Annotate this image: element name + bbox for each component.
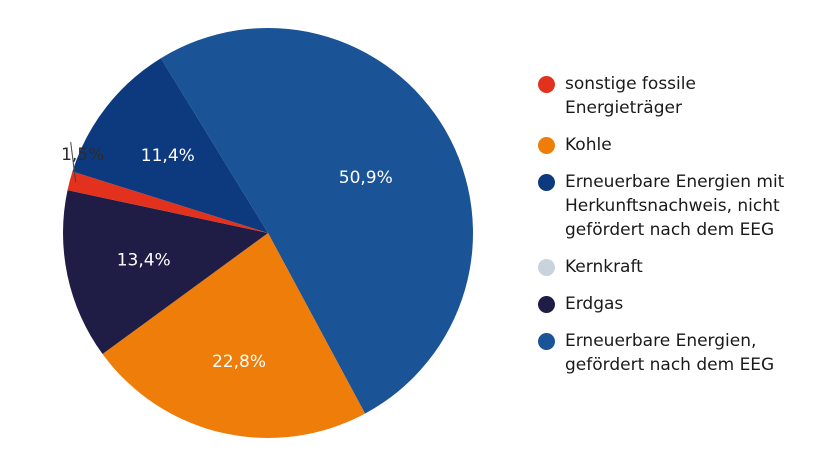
legend-label: sonstige fossile Energieträger bbox=[565, 74, 696, 118]
legend-label: Kernkraft bbox=[565, 257, 643, 277]
pie-slice-3 bbox=[67, 171, 269, 233]
legend-item-kernkraft: Kernkraft bbox=[538, 255, 828, 279]
data-label-3: 1,5% bbox=[61, 145, 104, 165]
legend-item-sonstige-fossile: sonstige fossile Energieträger bbox=[538, 72, 828, 120]
pie-slices bbox=[62, 28, 473, 439]
legend-item-erneuerbare-eeg: Erneuerbare Energien, gefördert nach dem… bbox=[538, 329, 828, 377]
legend-label: Erneuerbare Energien mit Herkunftsnachwe… bbox=[565, 172, 785, 240]
legend: sonstige fossile Energieträger Kohle Ern… bbox=[538, 72, 828, 390]
pie-slice-2 bbox=[62, 190, 269, 355]
data-label-1: 22,8% bbox=[212, 352, 266, 372]
pie-slice-4 bbox=[72, 58, 268, 233]
legend-item-erdgas: Erdgas bbox=[538, 292, 828, 316]
legend-swatch bbox=[538, 76, 555, 93]
legend-swatch bbox=[538, 174, 555, 191]
legend-item-kohle: Kohle bbox=[538, 133, 828, 157]
leader-line bbox=[70, 141, 77, 183]
legend-swatch bbox=[538, 333, 555, 350]
pie-labels: 50,9% 22,8% 13,4% 1,5% 11,4% bbox=[61, 141, 393, 372]
legend-label: Erneuerbare Energien, gefördert nach dem… bbox=[565, 331, 775, 375]
legend-label: Kohle bbox=[565, 135, 612, 155]
pie-slice-1 bbox=[102, 233, 366, 439]
pie-slice-0 bbox=[160, 28, 473, 414]
legend-item-erneuerbare-herkunftsnachweis: Erneuerbare Energien mit Herkunftsnachwe… bbox=[538, 170, 828, 242]
legend-swatch bbox=[538, 259, 555, 276]
data-label-2: 13,4% bbox=[117, 251, 171, 271]
legend-label: Erdgas bbox=[565, 294, 624, 314]
legend-swatch bbox=[538, 296, 555, 313]
data-label-0: 50,9% bbox=[339, 168, 393, 188]
legend-swatch bbox=[538, 137, 555, 154]
data-label-4: 11,4% bbox=[141, 146, 195, 166]
